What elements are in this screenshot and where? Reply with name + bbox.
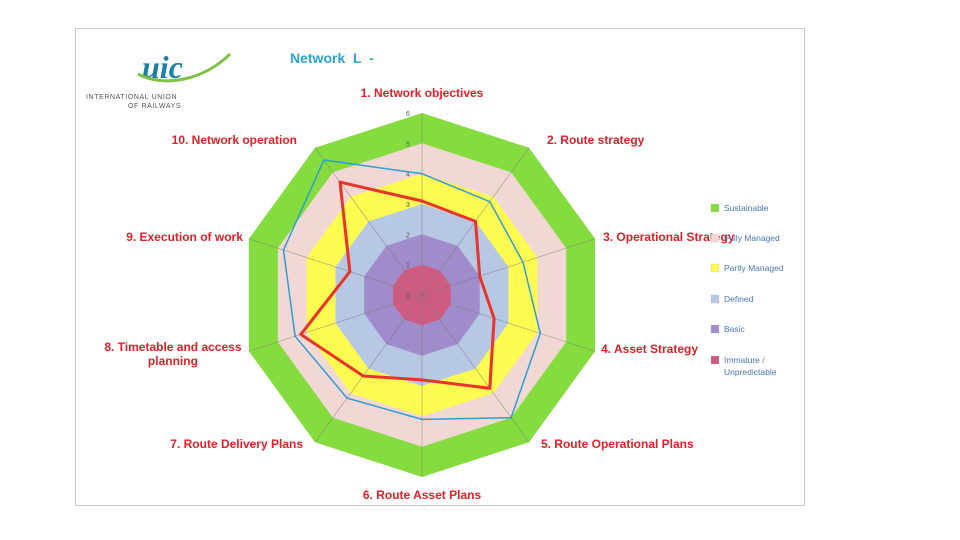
axis-label: 5. Route Operational Plans bbox=[541, 437, 694, 451]
axis-label: 3. Operational Strategy bbox=[603, 230, 735, 244]
tick-label: 3 bbox=[406, 202, 410, 209]
spoke bbox=[248, 294, 423, 352]
uic-logo: uic INTERNATIONAL UNION OF RAILWAYS bbox=[84, 44, 232, 112]
axis-label: 9. Execution of work bbox=[126, 230, 243, 244]
legend-label: Defined bbox=[724, 294, 754, 304]
legend-swatch bbox=[710, 294, 720, 304]
axis-label: 10. Network operation bbox=[172, 133, 297, 147]
legend-label: Fully Managed bbox=[724, 233, 780, 243]
axis-label: 2. Route strategy bbox=[547, 133, 645, 147]
chart-title: Network L - bbox=[290, 50, 374, 66]
legend-swatch bbox=[710, 263, 720, 273]
spoke bbox=[314, 294, 423, 443]
legend-swatch bbox=[710, 233, 720, 243]
tick-label: 2 bbox=[406, 232, 410, 239]
spoke bbox=[421, 294, 596, 352]
radar-series bbox=[282, 159, 542, 421]
axis-label: 1. Network objectives bbox=[361, 86, 484, 100]
legend-label: Immature / Unpredictable bbox=[724, 355, 777, 377]
logo-line-2: OF RAILWAYS bbox=[128, 103, 182, 110]
spoke bbox=[314, 147, 423, 296]
axis-label: 7. Route Delivery Plans bbox=[170, 437, 303, 451]
tick-label: 5 bbox=[406, 141, 410, 148]
legend: Sustainable Fully Managed Partly Managed De… bbox=[710, 203, 784, 377]
tick-label: 6 bbox=[406, 111, 410, 118]
legend-label: Partly Managed bbox=[724, 263, 784, 273]
legend-swatch bbox=[710, 203, 720, 213]
radar-ticks: 0 1 2 3 4 5 6 bbox=[406, 111, 410, 300]
axis-label: 6. Route Asset Plans bbox=[363, 488, 482, 502]
uic-logo-mark: uic bbox=[137, 49, 232, 85]
legend-label: Sustainable bbox=[724, 203, 769, 213]
spoke bbox=[421, 238, 596, 296]
legend-swatch bbox=[710, 355, 720, 365]
logo-line-1: INTERNATIONAL UNION bbox=[86, 94, 178, 101]
axis-label: 4. Asset Strategy bbox=[601, 342, 698, 356]
legend-swatch bbox=[710, 324, 720, 334]
spoke bbox=[248, 238, 423, 296]
legend-label: Basic bbox=[724, 324, 746, 334]
axis-labels: 1. Network objectives 2. Route strategy 3.… bbox=[104, 86, 734, 502]
tick-label: 1 bbox=[406, 263, 410, 270]
tick-label: 4 bbox=[406, 172, 410, 179]
tick-label: 0 bbox=[406, 293, 410, 300]
axis-label: 8. Timetable and access planning bbox=[104, 340, 242, 368]
